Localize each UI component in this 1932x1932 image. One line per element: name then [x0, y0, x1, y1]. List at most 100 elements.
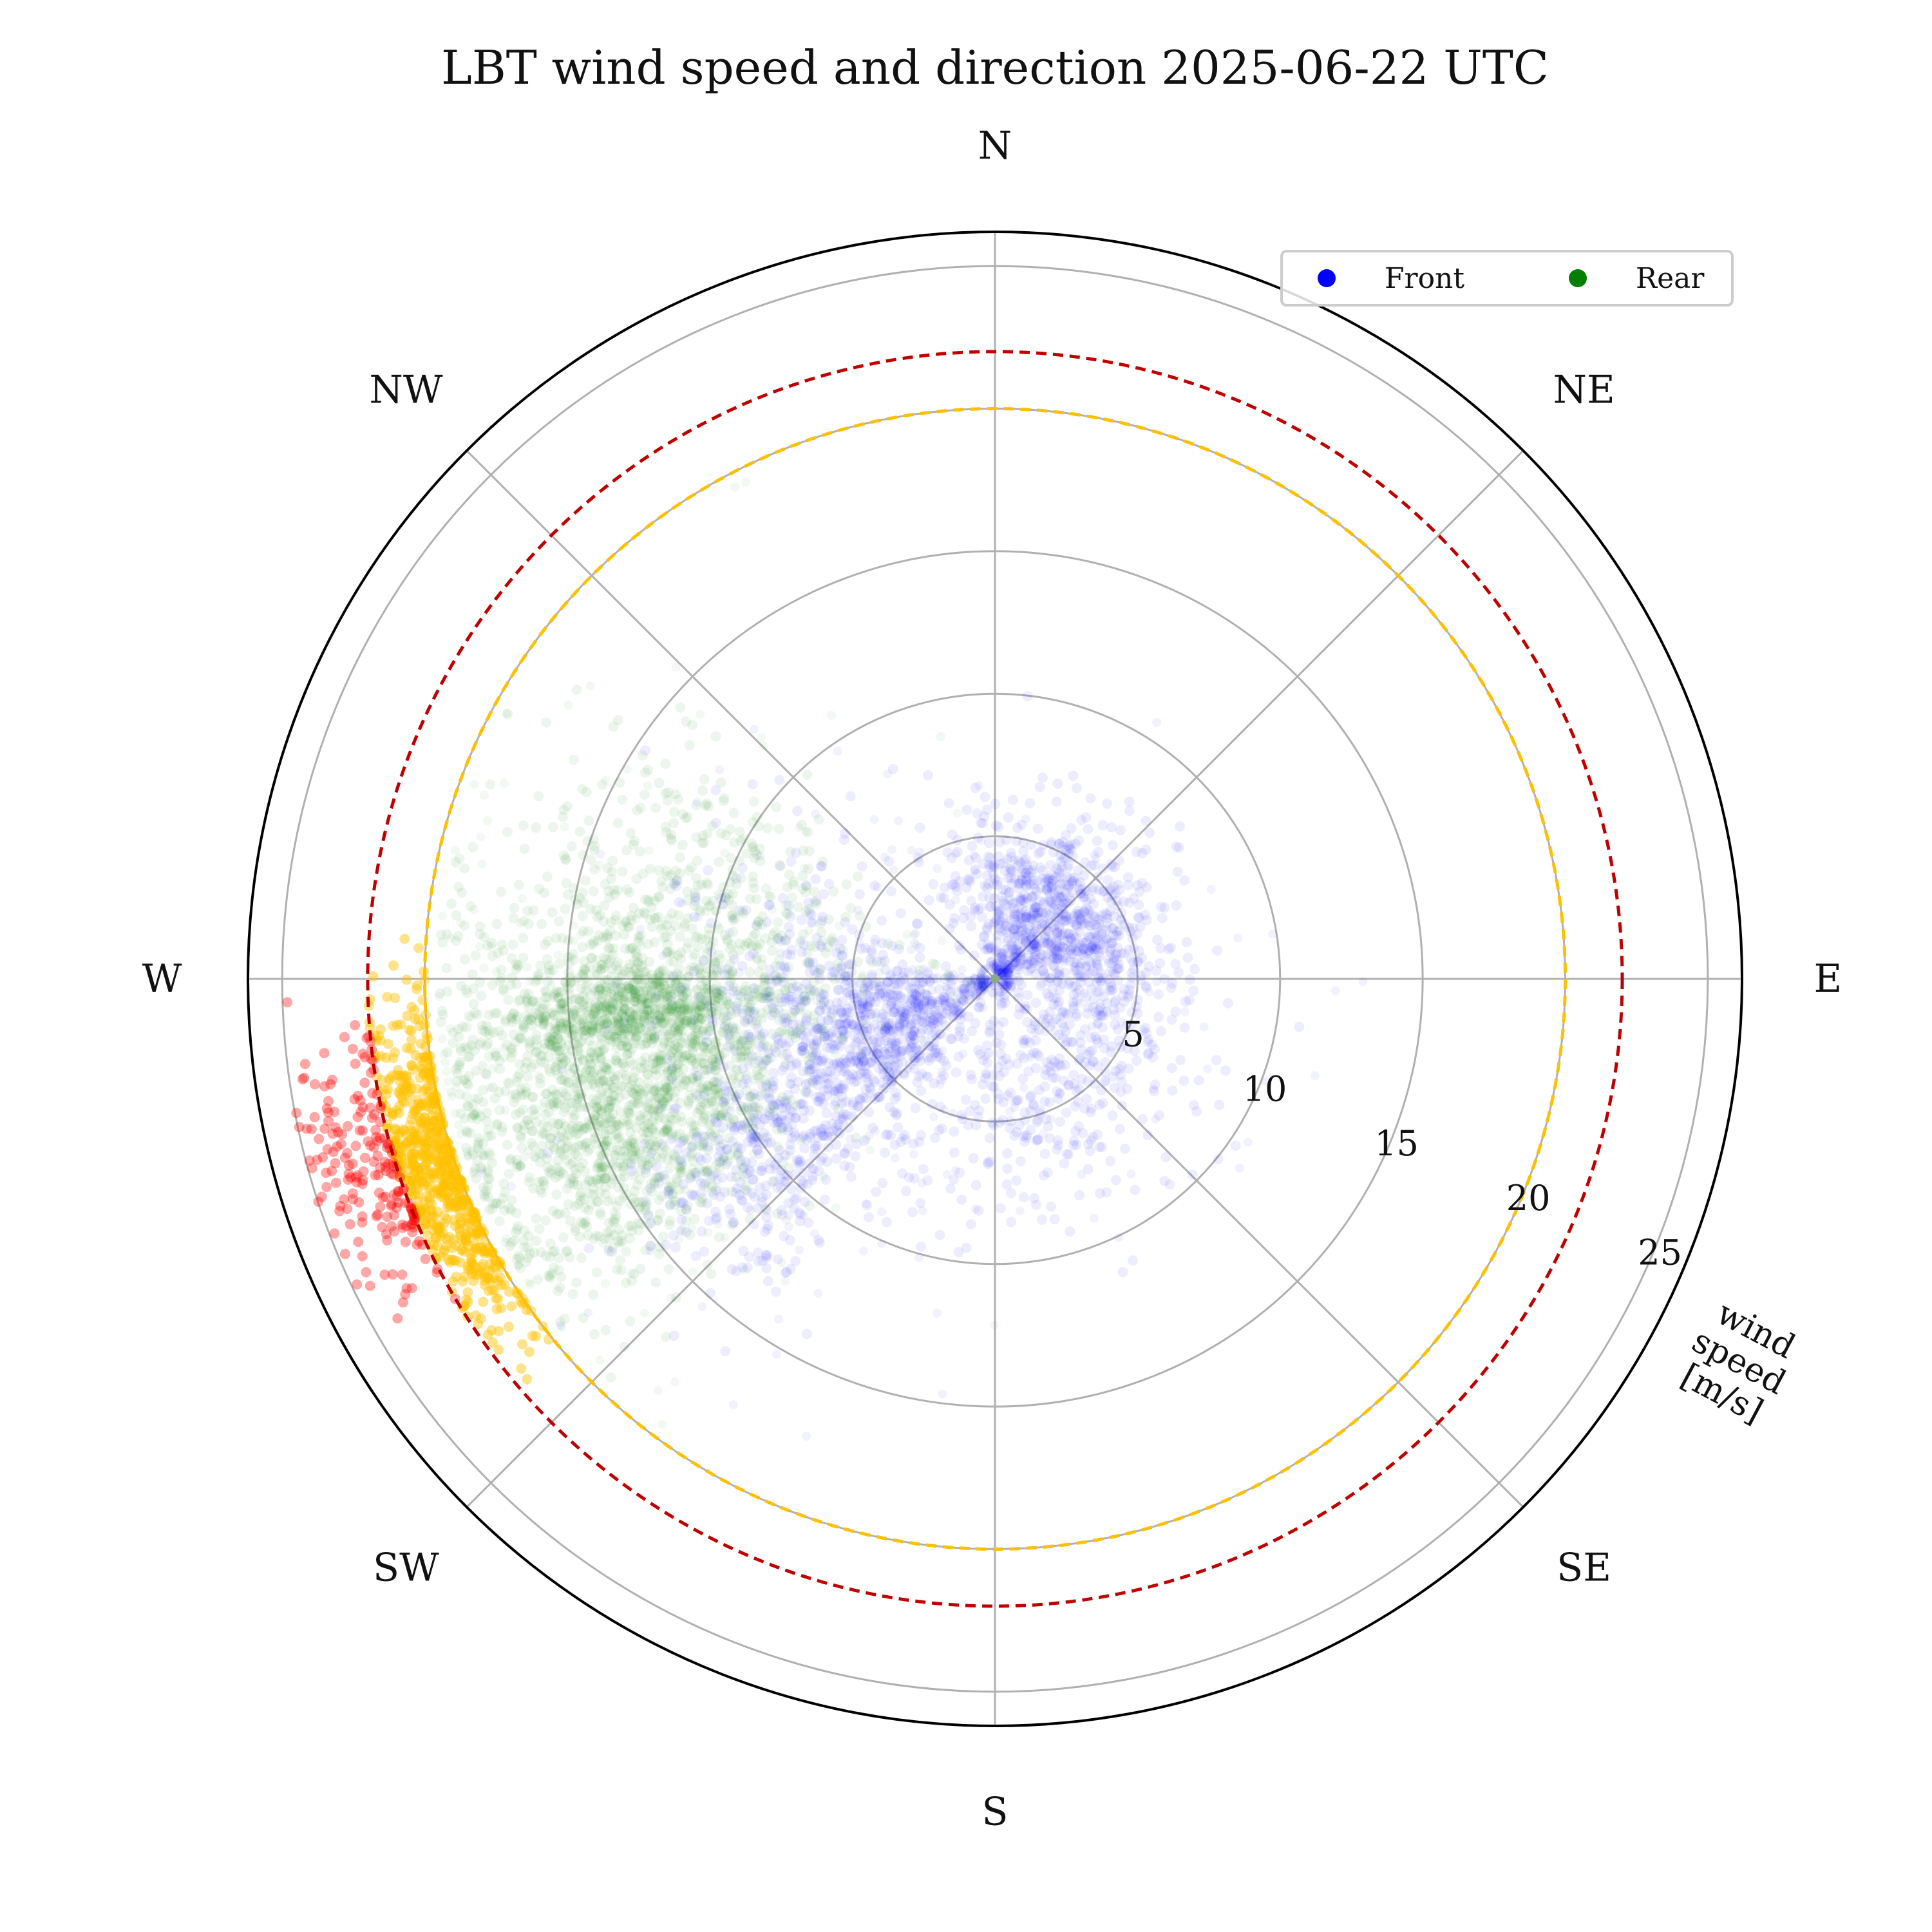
- wind-point: [1076, 971, 1087, 981]
- wind-point: [662, 1119, 673, 1130]
- wind-point: [1104, 985, 1115, 996]
- wind-point: [650, 1064, 661, 1075]
- wind-point: [496, 886, 506, 897]
- wind-point: [1072, 921, 1083, 932]
- wind-point: [1012, 930, 1023, 941]
- wind-point: [1124, 897, 1135, 908]
- wind-point: [1141, 967, 1151, 978]
- wind-point: [1009, 958, 1019, 969]
- wind-point: [989, 860, 999, 871]
- wind-point: [1123, 1063, 1134, 1074]
- wind-point: [578, 1193, 589, 1204]
- wind-point: [979, 811, 990, 822]
- wind-point: [728, 1113, 739, 1124]
- wind-point: [1075, 1030, 1086, 1041]
- wind-point: [1113, 975, 1123, 986]
- wind-point: [797, 983, 808, 994]
- wind-point: [1051, 895, 1062, 905]
- wind-point: [515, 994, 526, 1005]
- wind-point: [968, 1153, 979, 1164]
- wind-point: [1141, 844, 1151, 855]
- wind-point: [1028, 938, 1039, 949]
- wind-point: [1046, 882, 1057, 893]
- wind-point: [1073, 865, 1084, 876]
- wind-point: [1023, 923, 1034, 934]
- wind-point: [1011, 920, 1022, 931]
- wind-point: [936, 1123, 947, 1134]
- wind-point: [981, 1040, 992, 1051]
- wind-point: [762, 822, 773, 833]
- wind-point: [996, 926, 1007, 937]
- wind-point: [1211, 945, 1222, 956]
- wind-point: [1084, 932, 1095, 943]
- wind-point: [1059, 936, 1070, 947]
- wind-point: [1046, 940, 1056, 951]
- wind-point: [569, 1009, 579, 1020]
- wind-point: [601, 1065, 612, 1075]
- wind-point: [662, 990, 672, 1001]
- wind-point: [1031, 920, 1042, 931]
- wind-point: [1112, 954, 1122, 965]
- wind-point: [1021, 872, 1032, 883]
- wind-point: [1128, 957, 1139, 968]
- wind-point: [996, 952, 1007, 963]
- wind-point: [1157, 913, 1168, 923]
- wind-point: [927, 998, 938, 1009]
- wind-point: [999, 924, 1010, 935]
- wind-point: [1086, 958, 1097, 969]
- wind-point: [665, 925, 676, 936]
- wind-point: [944, 899, 955, 910]
- wind-point: [766, 945, 777, 956]
- wind-point: [498, 985, 509, 996]
- wind-point: [961, 882, 972, 893]
- wind-point: [1085, 894, 1096, 905]
- wind-point: [1013, 938, 1023, 949]
- wind-point: [1058, 956, 1069, 967]
- wind-point: [882, 1129, 893, 1140]
- wind-point: [717, 1139, 728, 1150]
- wind-point: [963, 875, 974, 886]
- wind-point: [813, 1096, 823, 1107]
- wind-point: [1094, 951, 1104, 962]
- wind-point: [987, 861, 998, 872]
- wind-point: [1107, 923, 1118, 934]
- wind-point: [925, 1021, 936, 1032]
- wind-point: [764, 1103, 775, 1114]
- wind-point: [654, 1049, 665, 1060]
- wind-point: [1131, 846, 1142, 857]
- wind-point: [802, 1329, 812, 1340]
- wind-point: [694, 1104, 705, 1115]
- wind-point: [560, 1143, 571, 1154]
- wind-point: [1152, 934, 1163, 945]
- wind-point: [539, 1057, 550, 1068]
- wind-point: [965, 911, 976, 922]
- wind-point: [768, 1068, 779, 1079]
- wind-point: [1004, 906, 1014, 917]
- wind-point: [627, 1075, 638, 1086]
- wind-point: [1048, 903, 1059, 914]
- wind-point: [983, 851, 994, 862]
- wind-point: [889, 1139, 900, 1150]
- wind-point: [1083, 907, 1094, 918]
- wind-point: [1018, 846, 1029, 857]
- wind-point: [1077, 937, 1088, 948]
- wind-point: [1009, 911, 1020, 922]
- wind-point: [629, 1186, 640, 1197]
- wind-point: [1046, 837, 1057, 848]
- wind-point: [983, 940, 994, 951]
- wind-point: [518, 952, 529, 963]
- wind-point: [1030, 902, 1041, 913]
- wind-point: [1092, 913, 1103, 924]
- wind-point: [1080, 962, 1091, 973]
- wind-point: [995, 967, 1006, 978]
- wind-point: [954, 876, 965, 887]
- wind-point: [1123, 872, 1134, 883]
- wind-point: [786, 1184, 797, 1195]
- wind-point: [1052, 927, 1063, 938]
- wind-point: [1143, 1034, 1154, 1045]
- wind-point: [983, 838, 994, 849]
- wind-point: [1214, 1099, 1225, 1110]
- wind-point: [963, 855, 974, 866]
- wind-point: [1035, 941, 1046, 952]
